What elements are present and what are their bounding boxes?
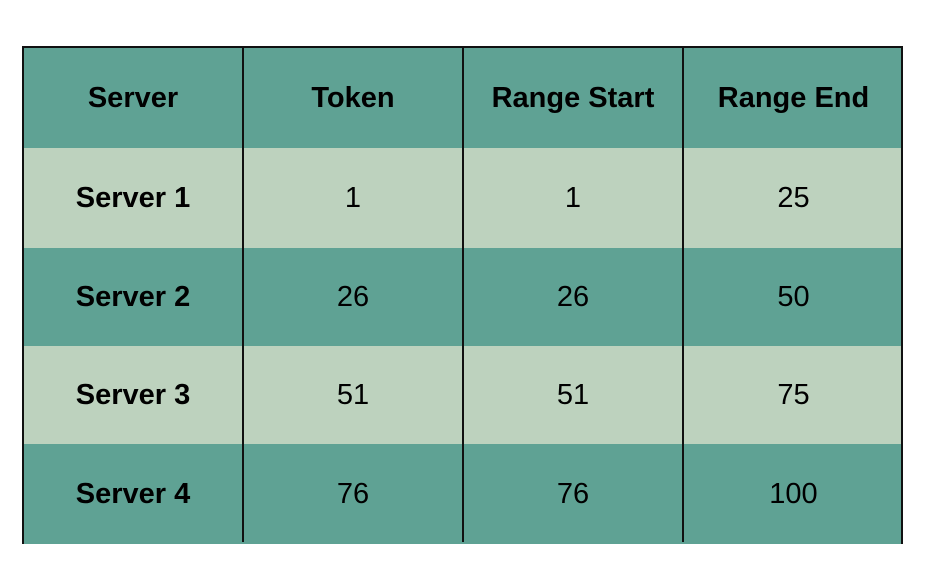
column-header-range-start: Range Start xyxy=(491,81,655,114)
range-end-value: 25 xyxy=(777,181,810,214)
row-server-name: Server 1 xyxy=(75,181,191,214)
token-value: 26 xyxy=(336,280,370,313)
column-header-range-end: Range End xyxy=(717,81,870,114)
row-server-name: Server 2 xyxy=(75,280,191,313)
token-value: 76 xyxy=(336,477,370,510)
row-server-name: Server 4 xyxy=(75,477,191,510)
column-divider xyxy=(682,48,684,542)
column-header-server: Server xyxy=(87,81,179,114)
range-end-value: 75 xyxy=(777,378,810,411)
range-end-value: 50 xyxy=(777,280,810,313)
column-divider xyxy=(462,48,464,542)
server-token-range-table: Server Token Range Start Range End Serve… xyxy=(22,46,903,544)
range-start-value: 1 xyxy=(564,181,582,214)
row-server-name: Server 3 xyxy=(75,378,191,411)
range-start-value: 51 xyxy=(556,378,590,411)
column-header-token: Token xyxy=(311,81,395,114)
range-end-value: 100 xyxy=(769,477,818,510)
range-start-value: 76 xyxy=(556,477,590,510)
token-value: 1 xyxy=(344,181,362,214)
token-value: 51 xyxy=(336,378,370,411)
range-start-value: 26 xyxy=(556,280,590,313)
column-divider xyxy=(242,48,244,542)
